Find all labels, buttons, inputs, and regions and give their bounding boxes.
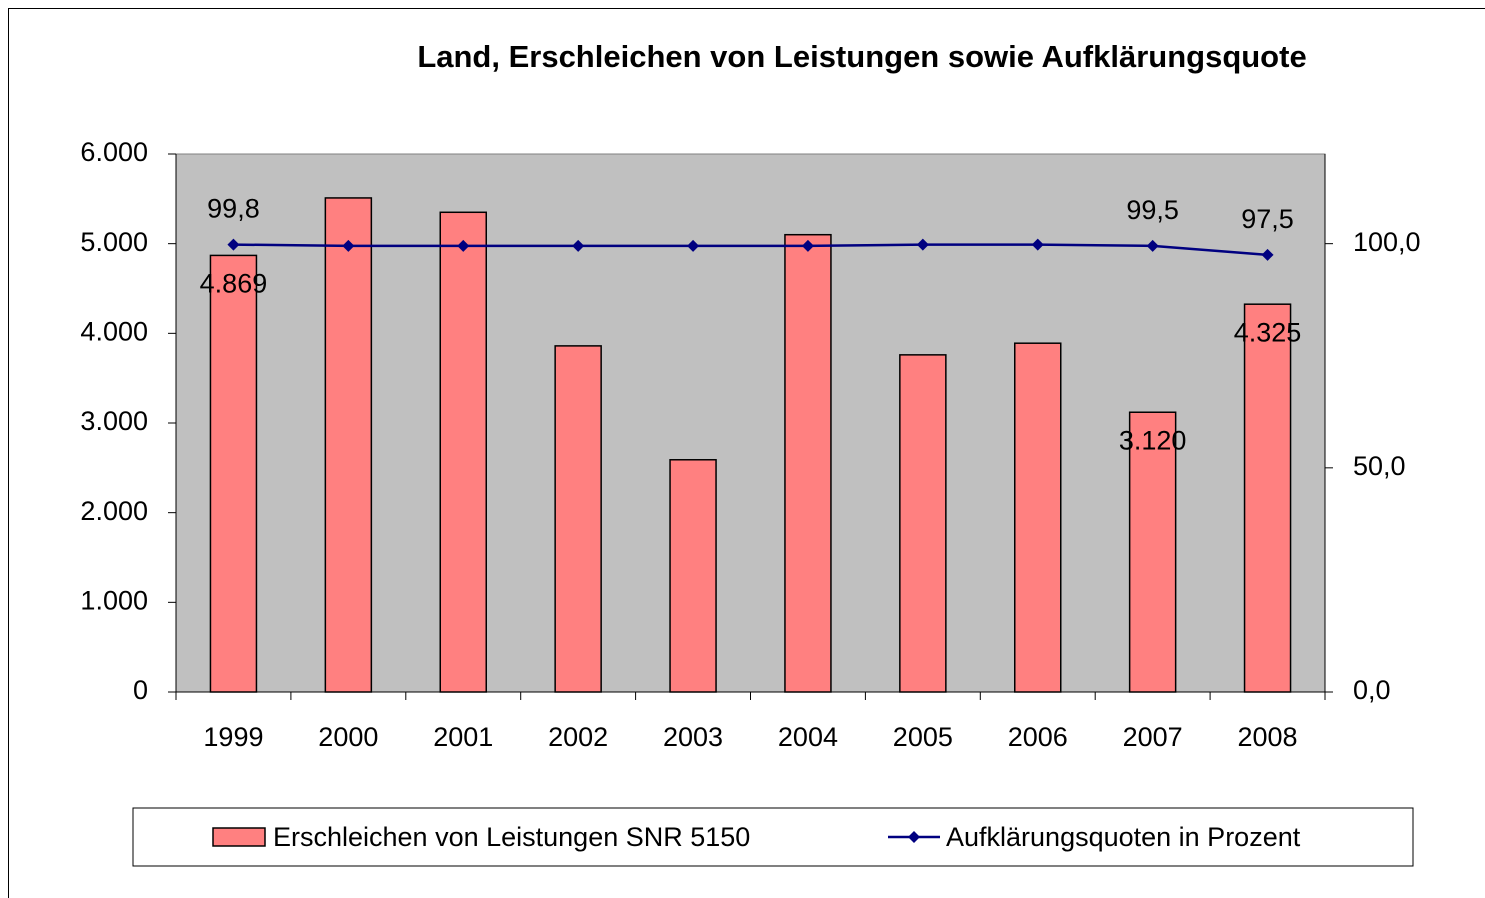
line bbox=[233, 243, 1268, 257]
marker bbox=[1031, 238, 1044, 251]
bar bbox=[669, 459, 717, 693]
marker bbox=[1146, 239, 1159, 252]
y-tick-label: 3.000 bbox=[80, 406, 148, 436]
marker bbox=[572, 239, 585, 252]
bar bbox=[1243, 303, 1292, 693]
marker bbox=[342, 239, 355, 252]
data-label: 4.325 bbox=[1234, 317, 1302, 347]
marker bbox=[1261, 248, 1274, 261]
x-tick-label: 2002 bbox=[548, 722, 608, 752]
data-label: 99,8 bbox=[207, 194, 260, 224]
bar bbox=[554, 345, 602, 693]
bar bbox=[899, 354, 947, 693]
marker bbox=[687, 239, 700, 252]
frame bbox=[8, 8, 1485, 898]
data-label: 99,5 bbox=[1126, 195, 1179, 225]
marker bbox=[916, 238, 929, 251]
y-tick-label: 2.000 bbox=[80, 496, 148, 526]
data-label: 97,5 bbox=[1241, 204, 1294, 234]
bar bbox=[324, 197, 373, 693]
marker bbox=[457, 239, 470, 252]
y-tick-label: 4.000 bbox=[80, 316, 148, 346]
legend-label: Aufklärungsquoten in Prozent bbox=[946, 822, 1301, 852]
y2-tick-label: 100,0 bbox=[1353, 227, 1421, 257]
x-tick-label: 2003 bbox=[663, 722, 723, 752]
data-label: 4.869 bbox=[200, 269, 268, 299]
chart-title: Land, Erschleichen von Leistungen sowie … bbox=[417, 39, 1306, 74]
y-tick-label: 6.000 bbox=[80, 137, 148, 167]
y2-tick-label: 50,0 bbox=[1353, 451, 1406, 481]
legend-label: Erschleichen von Leistungen SNR 5150 bbox=[273, 822, 750, 852]
x-tick-label: 2004 bbox=[778, 722, 838, 752]
y-tick-label: 0 bbox=[133, 675, 148, 705]
x-tick-label: 1999 bbox=[203, 722, 263, 752]
data-label: 3.120 bbox=[1119, 425, 1187, 455]
legend bbox=[132, 807, 1414, 867]
bar bbox=[1014, 342, 1062, 693]
y2-tick-label: 0,0 bbox=[1353, 675, 1391, 705]
marker bbox=[227, 238, 240, 251]
bar bbox=[784, 233, 832, 693]
bar bbox=[1128, 411, 1177, 693]
y-tick-label: 1.000 bbox=[80, 585, 148, 615]
x-tick-label: 2000 bbox=[318, 722, 378, 752]
x-tick-label: 2008 bbox=[1238, 722, 1298, 752]
x-tick-label: 2007 bbox=[1123, 722, 1183, 752]
marker bbox=[801, 239, 814, 252]
x-tick-label: 2006 bbox=[1008, 722, 1068, 752]
legend-marker bbox=[908, 831, 920, 843]
y-tick-label: 5.000 bbox=[80, 227, 148, 257]
bar bbox=[439, 211, 487, 693]
x-tick-label: 2005 bbox=[893, 722, 953, 752]
x-tick-label: 2001 bbox=[433, 722, 493, 752]
bar bbox=[209, 254, 258, 693]
legend-swatch bbox=[212, 827, 266, 847]
